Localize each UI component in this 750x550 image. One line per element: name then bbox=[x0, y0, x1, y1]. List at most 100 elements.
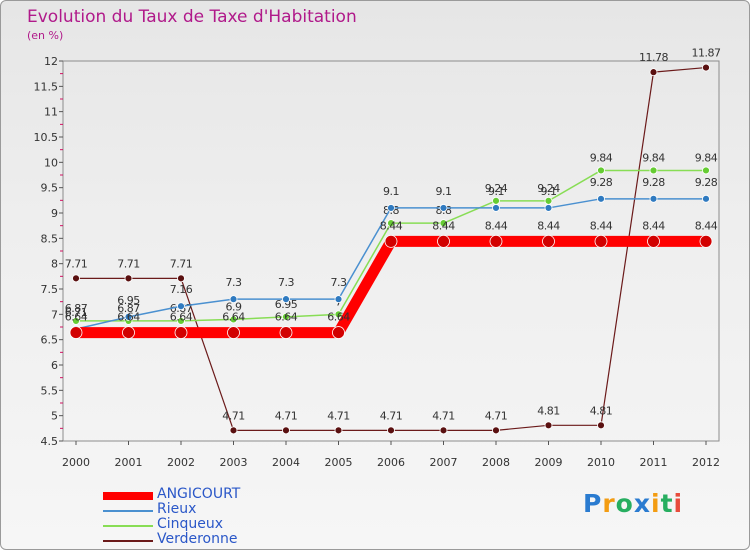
logo-letter: i bbox=[673, 489, 684, 518]
x-tick-label: 2001 bbox=[115, 456, 143, 469]
data-label-angicourt: 6.64 bbox=[275, 311, 298, 324]
data-label-verderonne: 4.81 bbox=[537, 404, 560, 417]
point-cinqueux bbox=[702, 166, 710, 175]
point-cinqueux bbox=[387, 219, 395, 228]
point-verderonne bbox=[282, 426, 290, 435]
point-rieux bbox=[124, 312, 133, 321]
point-rieux bbox=[649, 194, 658, 203]
data-label-verderonne: 4.81 bbox=[590, 404, 613, 417]
point-verderonne bbox=[492, 426, 500, 435]
data-label-cinqueux: 9.84 bbox=[590, 151, 613, 164]
y-tick-label: 8 bbox=[51, 258, 58, 271]
logo-letter: r bbox=[602, 489, 616, 518]
logo-letter: P bbox=[583, 489, 603, 518]
data-label-angicourt: 8.44 bbox=[695, 219, 718, 232]
logo-letter: i bbox=[651, 489, 661, 518]
point-rieux bbox=[544, 204, 553, 212]
data-label-angicourt: 6.64 bbox=[117, 311, 140, 324]
point-angicourt bbox=[489, 234, 503, 248]
data-label-rieux: 9.28 bbox=[642, 176, 665, 189]
point-cinqueux bbox=[492, 196, 500, 205]
point-angicourt bbox=[122, 326, 135, 339]
y-tick-label: 4.5 bbox=[41, 435, 59, 448]
point-rieux bbox=[229, 295, 238, 304]
point-rieux bbox=[282, 295, 290, 304]
point-angicourt bbox=[227, 326, 240, 339]
data-label-angicourt: 8.44 bbox=[537, 219, 560, 232]
point-cinqueux bbox=[229, 315, 238, 324]
x-tick-label: 2010 bbox=[587, 456, 615, 469]
data-label-angicourt: 8.44 bbox=[642, 219, 665, 232]
point-angicourt bbox=[174, 326, 188, 339]
data-label-rieux: 7.3 bbox=[226, 276, 242, 289]
point-angicourt bbox=[332, 326, 345, 339]
point-rieux bbox=[387, 204, 395, 212]
data-label-rieux: 7.3 bbox=[331, 276, 347, 289]
data-label-verderonne: 4.71 bbox=[222, 409, 245, 422]
data-label-verderonne: 7.71 bbox=[170, 257, 193, 270]
y-tick-label: 7.5 bbox=[41, 283, 59, 296]
data-label-cinqueux: 9.84 bbox=[642, 151, 665, 164]
point-cinqueux bbox=[649, 166, 658, 175]
data-label-rieux: 9.28 bbox=[695, 176, 718, 189]
x-tick-label: 2006 bbox=[377, 456, 405, 469]
data-label-verderonne: 4.71 bbox=[485, 409, 508, 422]
point-angicourt bbox=[279, 326, 293, 339]
point-angicourt bbox=[542, 234, 555, 248]
point-angicourt bbox=[437, 234, 450, 248]
y-tick-label: 5.5 bbox=[41, 384, 59, 397]
point-angicourt bbox=[594, 234, 608, 248]
point-verderonne bbox=[334, 426, 343, 435]
y-tick-label: 10.5 bbox=[34, 131, 59, 144]
data-label-angicourt: 8.44 bbox=[432, 219, 455, 232]
x-tick-label: 2003 bbox=[220, 456, 248, 469]
point-cinqueux bbox=[439, 219, 448, 228]
point-cinqueux bbox=[282, 312, 290, 321]
data-label-cinqueux: 6.87 bbox=[117, 302, 140, 315]
point-verderonne bbox=[177, 274, 185, 283]
logo-letter: x bbox=[633, 489, 651, 518]
y-tick-label: 8.5 bbox=[41, 232, 59, 245]
x-tick-label: 2005 bbox=[325, 456, 353, 469]
point-rieux bbox=[177, 302, 185, 311]
data-label-rieux: 9.28 bbox=[590, 176, 613, 189]
x-tick-label: 2000 bbox=[62, 456, 90, 469]
point-rieux bbox=[439, 204, 448, 212]
data-label-verderonne: 11.87 bbox=[692, 47, 721, 60]
y-tick-label: 11 bbox=[44, 106, 58, 119]
data-label-rieux: 9.1 bbox=[436, 185, 452, 198]
data-label-verderonne: 4.71 bbox=[275, 409, 298, 422]
x-tick-label: 2007 bbox=[430, 456, 458, 469]
point-cinqueux bbox=[597, 166, 605, 175]
data-label-cinqueux: 6.9 bbox=[226, 300, 242, 313]
data-label-rieux: 9.1 bbox=[541, 185, 557, 198]
legend-swatch bbox=[103, 510, 153, 512]
y-tick-label: 6.5 bbox=[41, 334, 59, 347]
point-verderonne bbox=[439, 426, 448, 435]
point-rieux bbox=[492, 204, 500, 212]
point-angicourt bbox=[647, 234, 660, 248]
x-tick-label: 2004 bbox=[272, 456, 300, 469]
data-label-angicourt: 6.64 bbox=[65, 311, 88, 324]
legend-swatch bbox=[103, 525, 153, 527]
data-label-verderonne: 7.71 bbox=[65, 257, 88, 270]
y-tick-label: 9 bbox=[51, 207, 58, 220]
logo-letter: o bbox=[615, 489, 634, 518]
x-tick-label: 2008 bbox=[482, 456, 510, 469]
point-cinqueux bbox=[334, 310, 343, 319]
data-label-rieux: 6.95 bbox=[117, 294, 140, 307]
legend-swatch bbox=[103, 540, 153, 542]
data-label-verderonne: 7.71 bbox=[117, 257, 140, 270]
data-label-angicourt: 6.64 bbox=[170, 311, 193, 324]
legend-label: ANGICOURT bbox=[157, 486, 241, 502]
y-tick-label: 7 bbox=[51, 308, 58, 321]
data-label-verderonne: 4.71 bbox=[327, 409, 350, 422]
y-tick-label: 5 bbox=[51, 410, 58, 423]
data-label-rieux: 6.71 bbox=[65, 306, 88, 319]
data-label-rieux: 9.1 bbox=[383, 185, 399, 198]
point-rieux bbox=[334, 295, 343, 304]
x-tick-label: 2012 bbox=[692, 456, 720, 469]
x-tick-label: 2002 bbox=[167, 456, 195, 469]
data-label-rieux: 7.16 bbox=[170, 283, 193, 296]
